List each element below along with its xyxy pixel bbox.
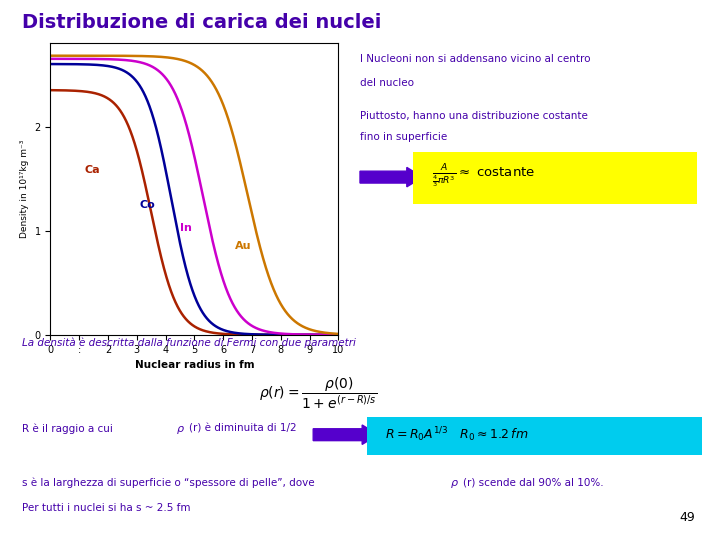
Text: In: In	[180, 222, 192, 233]
Text: s è la larghezza di superficie o “spessore di pelle”, dove: s è la larghezza di superficie o “spesso…	[22, 478, 320, 488]
Text: $\rho$: $\rho$	[450, 478, 459, 490]
Text: Per tutti i nuclei si ha s ~ 2.5 fm: Per tutti i nuclei si ha s ~ 2.5 fm	[22, 503, 190, 514]
Text: Au: Au	[235, 241, 251, 252]
Y-axis label: Density in 10¹⁷kg m⁻³: Density in 10¹⁷kg m⁻³	[20, 140, 29, 238]
Text: (r) scende dal 90% al 10%.: (r) scende dal 90% al 10%.	[463, 478, 603, 488]
Text: Co: Co	[140, 200, 156, 210]
Text: del nucleo: del nucleo	[360, 78, 414, 89]
Text: $R = R_0 A^{1/3} \quad R_0 \approx 1.2\,fm$: $R = R_0 A^{1/3} \quad R_0 \approx 1.2\,…	[385, 426, 528, 444]
Text: $\frac{A}{\frac{4}{3}\pi R^3} \approx$ costante: $\frac{A}{\frac{4}{3}\pi R^3} \approx$ c…	[432, 163, 535, 190]
Text: I Nucleoni non si addensano vicino al centro: I Nucleoni non si addensano vicino al ce…	[360, 54, 590, 64]
Text: 49: 49	[679, 511, 695, 524]
Text: $\rho(r) = \dfrac{\rho(0)}{1 + e^{(r-R)/s}}$: $\rho(r) = \dfrac{\rho(0)}{1 + e^{(r-R)/…	[259, 375, 377, 411]
Text: (r) è diminuita di 1/2: (r) è diminuita di 1/2	[189, 424, 297, 434]
Text: Ca: Ca	[85, 165, 101, 176]
Text: Distribuzione di carica dei nuclei: Distribuzione di carica dei nuclei	[22, 14, 381, 32]
Text: fino in superficie: fino in superficie	[360, 132, 447, 143]
Text: Piuttosto, hanno una distribuzione costante: Piuttosto, hanno una distribuzione costa…	[360, 111, 588, 121]
Text: La densità è descritta dalla funzione di Fermi con due parametri: La densità è descritta dalla funzione di…	[22, 338, 356, 348]
X-axis label: Nuclear radius in fm: Nuclear radius in fm	[135, 360, 254, 370]
Text: $\rho$: $\rho$	[176, 424, 185, 436]
Text: R è il raggio a cui: R è il raggio a cui	[22, 424, 116, 434]
